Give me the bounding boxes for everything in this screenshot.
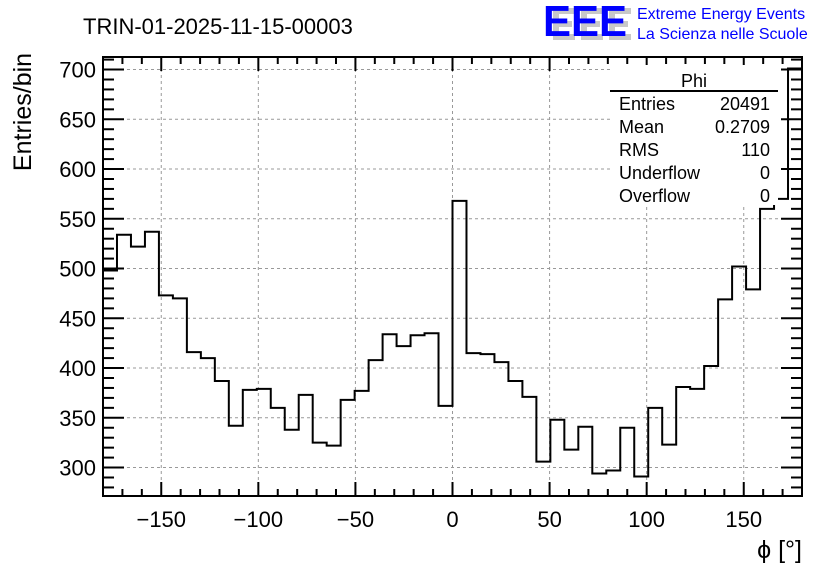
x-tick-label: 100 (628, 507, 665, 532)
logo-shadow (553, 8, 631, 40)
y-axis-label: Entries/bin (9, 53, 37, 171)
x-tick-labels: −150 −100 −50 0 50 100 150 (136, 507, 762, 532)
stats-value: 20491 (720, 94, 770, 114)
y-tick-label: 700 (59, 58, 96, 83)
stats-value: 0.2709 (715, 117, 770, 137)
x-tick-label: −100 (234, 507, 284, 532)
y-tick-label: 650 (59, 107, 96, 132)
x-tick-label: −150 (136, 507, 186, 532)
y-tick-label: 450 (59, 306, 96, 331)
stats-label: Underflow (619, 163, 701, 183)
stats-label: RMS (619, 140, 659, 160)
axis-ticks (103, 57, 802, 496)
stats-box: Phi Entries 20491 Mean 0.2709 RMS 110 Un… (610, 65, 778, 206)
logo-shadow-bar (553, 21, 572, 27)
stats-value: 0 (760, 163, 770, 183)
stats-label: Entries (619, 94, 675, 114)
x-tick-label: 150 (725, 507, 762, 532)
eee-logo: EEE Extreme Energy Events La Scienza nel… (543, 0, 808, 46)
logo-shadow-bar (553, 8, 575, 14)
logo-shadow-bar (581, 34, 603, 40)
logo-shadow-bar (581, 8, 603, 14)
y-tick-label: 550 (59, 207, 96, 232)
y-tick-label: 300 (59, 456, 96, 481)
x-tick-label: 0 (446, 507, 458, 532)
logo-shadow-bar (581, 21, 600, 27)
stats-label: Mean (619, 117, 664, 137)
y-tick-label: 600 (59, 157, 96, 182)
stats-value: 0 (760, 186, 770, 206)
stats-title: Phi (681, 71, 707, 91)
logo-line2: La Scienza nelle Scuole (637, 26, 808, 43)
logo-shadow-bar (609, 34, 631, 40)
histogram-line (103, 67, 802, 478)
x-tick-label: −50 (337, 507, 374, 532)
stats-label: Overflow (619, 186, 691, 206)
logo-shadow-bar (553, 34, 575, 40)
y-tick-label: 350 (59, 406, 96, 431)
stats-value: 110 (741, 140, 770, 160)
x-axis-label: ϕ [°] (757, 536, 802, 564)
y-tick-labels: 300 350 400 450 500 550 600 650 700 (59, 58, 96, 481)
logo-line1: Extreme Energy Events (637, 6, 805, 23)
stats-background (610, 65, 778, 205)
logo-shadow-bar (609, 8, 631, 14)
y-tick-label: 400 (59, 356, 96, 381)
x-tick-label: 50 (537, 507, 561, 532)
logo-mark: EEE (543, 0, 627, 46)
y-tick-label: 500 (59, 257, 96, 282)
logo-shadow-bar (609, 21, 628, 27)
chart-title: TRIN-01-2025-11-15-00003 (83, 14, 353, 39)
